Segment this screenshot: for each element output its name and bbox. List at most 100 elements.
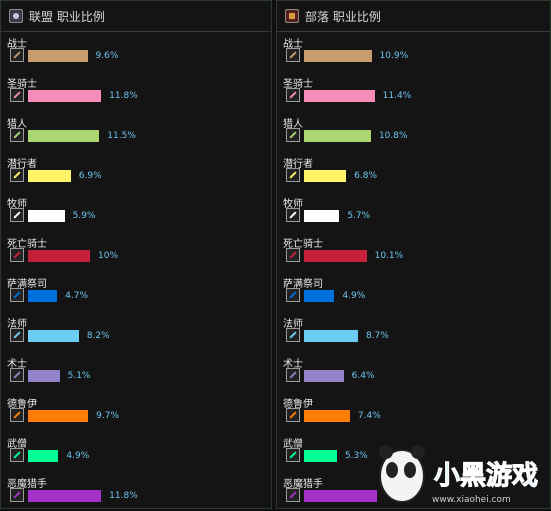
class-percent: 4.7%	[65, 291, 88, 301]
class-icon	[10, 288, 24, 302]
class-label: 德鲁伊	[7, 399, 37, 410]
class-icon	[286, 168, 300, 182]
class-row: 猎人 11.5%	[1, 111, 271, 151]
class-row: 恶魔猎手 11.8%	[1, 471, 271, 511]
class-row: 潜行者 6.9%	[1, 151, 271, 191]
class-percent: 10.1%	[374, 251, 404, 261]
class-bar	[304, 50, 372, 62]
class-bar	[28, 170, 71, 182]
class-icon	[10, 408, 24, 422]
class-bar	[28, 90, 102, 102]
class-bar	[304, 130, 371, 142]
class-label: 德鲁伊	[283, 399, 313, 410]
class-icon	[10, 368, 24, 382]
class-icon	[10, 448, 24, 462]
class-label: 恶魔猎手	[283, 479, 323, 490]
class-icon	[10, 328, 24, 342]
class-percent: 8.2%	[86, 331, 110, 341]
class-percent: 6.8%	[354, 171, 378, 181]
watermark-url: www.xiaohei.com	[432, 495, 511, 505]
class-bar	[304, 330, 358, 342]
class-percent: 11.5%	[107, 131, 136, 141]
class-label: 恶魔猎手	[7, 479, 47, 490]
class-row: 战士 10.9%	[277, 31, 550, 71]
horde-faction-icon	[285, 9, 299, 23]
class-percent: 5.3%	[344, 451, 368, 461]
alliance-faction-icon	[9, 9, 23, 23]
class-label: 猎人	[7, 119, 27, 130]
class-row: 萨满祭司 4.9%	[277, 271, 550, 311]
class-row: 牧师 5.9%	[1, 191, 271, 231]
class-bar	[28, 290, 58, 302]
class-row: 战士 9.6%	[1, 31, 271, 71]
class-label: 武僧	[7, 439, 27, 450]
class-label: 潜行者	[283, 159, 313, 170]
class-icon	[286, 448, 300, 462]
class-label: 牧师	[7, 199, 27, 210]
class-row: 潜行者 6.8%	[277, 151, 550, 191]
class-icon	[286, 328, 300, 342]
class-icon	[10, 248, 24, 262]
class-row: 猎人 10.8%	[277, 111, 550, 151]
class-percent: 4.9%	[66, 451, 90, 461]
class-bar	[28, 250, 90, 262]
class-label: 死亡骑士	[7, 239, 47, 250]
class-bar	[304, 250, 367, 262]
class-icon	[10, 88, 24, 102]
class-bar	[304, 170, 347, 182]
class-percent: 8.7%	[365, 331, 389, 341]
class-label: 战士	[7, 39, 27, 50]
class-label: 萨满祭司	[7, 279, 47, 290]
class-bar	[304, 90, 375, 102]
class-row: 恶魔猎手	[277, 471, 550, 511]
class-label: 潜行者	[7, 159, 37, 170]
class-row: 牧师 5.7%	[277, 191, 550, 231]
class-label: 圣骑士	[7, 79, 37, 90]
class-row: 圣骑士 11.4%	[277, 71, 550, 111]
class-icon	[286, 488, 300, 502]
class-icon	[10, 208, 24, 222]
class-icon	[10, 168, 24, 182]
class-label: 术士	[283, 359, 303, 370]
class-label: 法师	[7, 319, 27, 330]
class-percent: 9.6%	[95, 51, 119, 61]
class-bar	[28, 50, 88, 62]
class-icon	[10, 488, 24, 502]
class-row: 术士 5.1%	[1, 351, 271, 391]
class-percent: 9.7%	[96, 411, 119, 421]
class-row: 德鲁伊 7.4%	[277, 391, 550, 431]
horde-header: 部落 职业比例	[277, 1, 550, 32]
class-icon	[286, 408, 300, 422]
class-label: 猎人	[283, 119, 303, 130]
watermark-logo: 小黑游戏 www.xiaohei.com	[379, 445, 539, 505]
class-bar	[28, 410, 89, 422]
class-icon	[10, 128, 24, 142]
class-label: 萨满祭司	[283, 279, 323, 290]
class-icon	[286, 88, 300, 102]
class-label: 法师	[283, 319, 303, 330]
class-bar	[304, 410, 350, 422]
class-bar	[28, 130, 100, 142]
class-percent: 5.1%	[67, 371, 91, 381]
class-icon	[286, 48, 300, 62]
horde-title: 部落 职业比例	[305, 10, 381, 24]
class-row: 死亡骑士 10.1%	[277, 231, 550, 271]
class-percent: 5.9%	[72, 211, 96, 221]
class-label: 术士	[7, 359, 27, 370]
alliance-panel: 联盟 职业比例 战士 9.6% 圣骑士 11.8% 猎人 11.5% 潜行者 6.9% 牧师 5.…	[0, 0, 272, 509]
class-percent: 5.7%	[347, 211, 371, 221]
class-bar	[28, 370, 60, 382]
class-row: 圣骑士 11.8%	[1, 71, 271, 111]
class-bar	[304, 370, 344, 382]
class-row: 德鲁伊 9.7%	[1, 391, 271, 431]
class-icon	[286, 208, 300, 222]
class-label: 牧师	[283, 199, 303, 210]
class-percent: 10.9%	[379, 51, 409, 61]
class-bar	[304, 490, 378, 502]
class-label: 战士	[283, 39, 303, 50]
class-label: 圣骑士	[283, 79, 313, 90]
class-percent: 10.8%	[378, 131, 408, 141]
class-icon	[286, 288, 300, 302]
class-percent: 11.8%	[109, 91, 138, 101]
class-icon	[10, 48, 24, 62]
